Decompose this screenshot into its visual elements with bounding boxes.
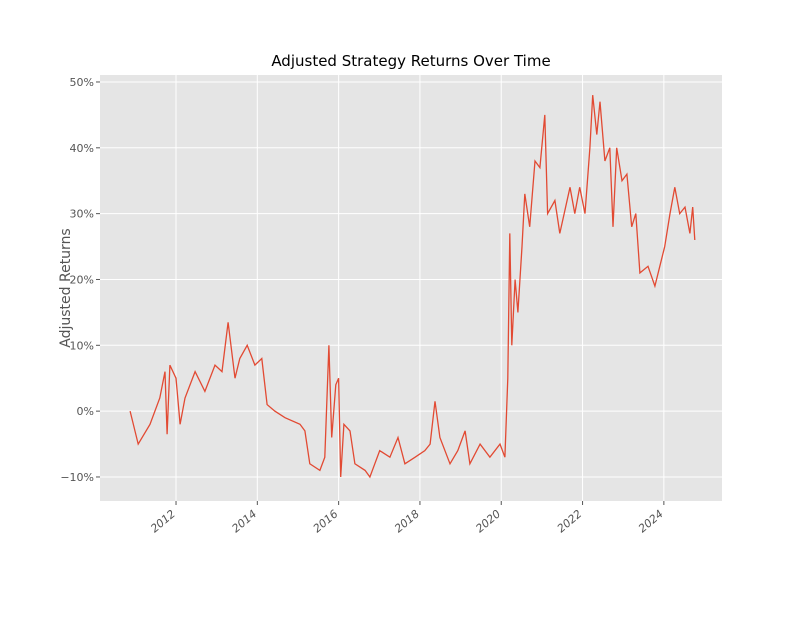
x-tick-label: 2020 xyxy=(473,507,503,535)
x-tick-label: 2014 xyxy=(229,507,259,535)
y-axis-label: Adjusted Returns xyxy=(58,228,74,347)
y-tick-label: 30% xyxy=(70,208,94,221)
y-tick-label: −10% xyxy=(60,471,94,484)
y-tick-label: 50% xyxy=(70,76,94,89)
chart-title: Adjusted Strategy Returns Over Time xyxy=(271,52,550,70)
plot-area xyxy=(100,75,722,501)
y-tick-label: 40% xyxy=(70,142,94,155)
y-tick-label: 10% xyxy=(70,339,94,352)
x-tick-label: 2012 xyxy=(148,507,178,535)
y-tick-label: 0% xyxy=(77,405,94,418)
x-tick-label: 2018 xyxy=(392,507,422,535)
x-tick-label: 2024 xyxy=(636,507,666,535)
x-tick-label: 2022 xyxy=(555,507,585,535)
x-tick-label: 2016 xyxy=(311,507,341,535)
y-tick-label: 20% xyxy=(70,273,94,286)
line-series xyxy=(129,95,696,479)
